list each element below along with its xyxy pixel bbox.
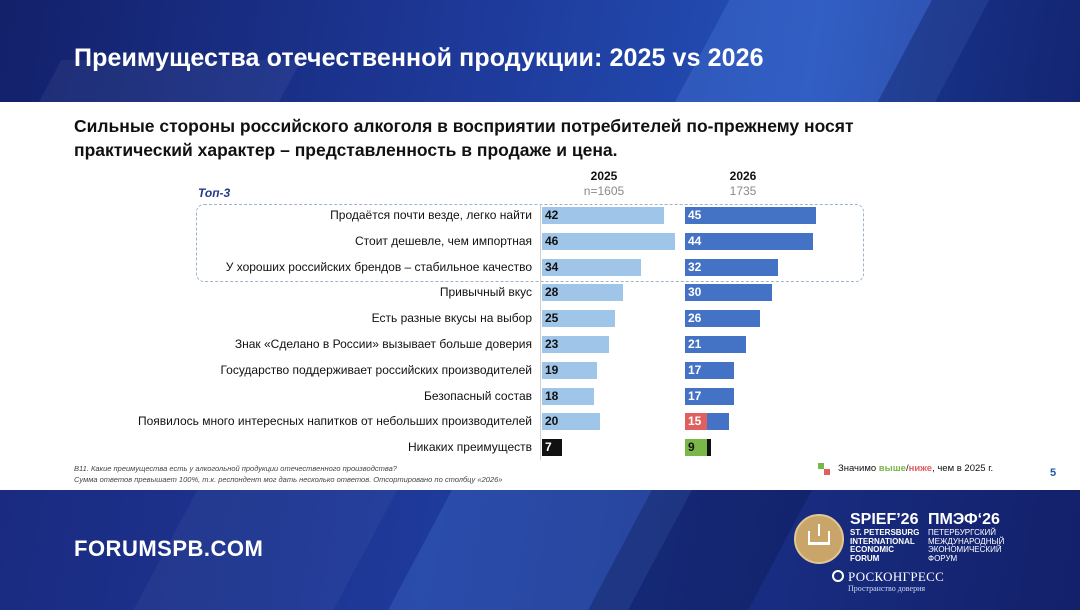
data-label: 20 <box>545 414 559 429</box>
footnote-question: B11. Какие преимущества есть у алкогольн… <box>74 464 397 473</box>
significance-legend: Значимо выше/ниже, чем в 2025 г. <box>838 463 993 474</box>
top3-highlight-box <box>196 204 864 282</box>
significance-marker <box>685 413 707 431</box>
footnote: B11. Какие преимущества есть у алкогольн… <box>74 463 502 485</box>
legend-sep: / <box>905 463 909 474</box>
bar-2026 <box>685 387 735 405</box>
slide-subtitle: Сильные стороны российского алкоголя в в… <box>74 116 854 160</box>
slide-title: Преимущества отечественной продукции: 20… <box>74 44 764 72</box>
bar-2025 <box>542 439 563 457</box>
bar-2025 <box>542 336 609 353</box>
chart-axis-line <box>540 204 541 460</box>
category-label: Появилось много интересных напитков от н… <box>137 414 532 429</box>
series-sample-size: 1735 <box>729 184 757 198</box>
spief-logo-subtitle: ST. PETERSBURG INTERNATIONAL ECONOMIC FO… <box>850 528 920 563</box>
ship-hull-icon <box>808 531 830 545</box>
bar-2026 <box>685 284 772 302</box>
bar-2025 <box>542 207 664 224</box>
bar-2026 <box>685 232 813 250</box>
data-label: 32 <box>688 259 702 274</box>
category-label: Привычный вкус <box>439 285 532 300</box>
roscongress-logo-title: РОСКОНГРЕСС <box>848 569 945 584</box>
page-number: 5 <box>1050 467 1057 479</box>
category-label: У хороших российских брендов – стабильно… <box>225 259 532 274</box>
data-label: 46 <box>545 233 559 248</box>
top3-label: Топ-3 <box>198 186 231 200</box>
bar-2025 <box>542 310 615 328</box>
data-label: 9 <box>688 440 695 455</box>
bar-2026 <box>685 258 778 276</box>
series-year-header: 2026 <box>729 169 757 183</box>
category-label: Безопасный состав <box>423 388 532 403</box>
data-label: 45 <box>688 208 702 222</box>
roscongress-icon <box>832 570 844 582</box>
significance-legend-icon <box>818 463 830 475</box>
legend-lower: ниже <box>908 463 933 474</box>
category-label: Никаких преимуществ <box>407 440 532 455</box>
category-label: Стоит дешевле, чем импортная <box>355 233 532 248</box>
bar-chart: Топ-3 2025 n=1605 2026 1735 Продаётся почти … <box>137 169 864 460</box>
data-label: 17 <box>688 362 702 377</box>
legend-higher: выше <box>878 463 906 474</box>
series-year-header: 2025 <box>590 169 618 183</box>
data-label: 44 <box>688 233 702 248</box>
data-label: 28 <box>545 285 559 300</box>
data-label: 30 <box>688 285 702 300</box>
data-label: 7 <box>545 440 552 455</box>
bar-2025 <box>542 387 595 405</box>
bar-2026 <box>685 207 816 224</box>
data-label: 19 <box>545 362 559 377</box>
bar-2025 <box>542 413 600 431</box>
bar-2025 <box>542 361 598 379</box>
pmef-logo-subtitle: ПЕТЕРБУРГСКИЙ МЕЖДУНАРОДНЫЙ ЭКОНОМИЧЕСКИ… <box>928 528 1005 563</box>
category-label: Государство поддерживает российских прои… <box>220 362 532 377</box>
bar-2026 <box>685 336 746 353</box>
bar-2025 <box>542 258 641 276</box>
data-label: 34 <box>545 259 559 274</box>
legend-prefix: Значимо <box>838 463 879 474</box>
data-label: 17 <box>688 388 702 403</box>
bar-2026 <box>685 310 761 328</box>
legend-suffix: , чем в 2025 г. <box>932 463 994 474</box>
data-label: 26 <box>688 311 702 326</box>
ship-mast-icon <box>818 524 820 536</box>
higher-swatch <box>818 463 824 469</box>
footnote-note: Сумма ответов превышает 100%, т.к. респо… <box>74 475 503 484</box>
series-sample-size: n=1605 <box>583 184 625 198</box>
spief-logo-title: SPIEF’26 <box>850 511 919 528</box>
pmef-logo-title: ПМЭФ‘26 <box>928 511 1000 528</box>
forum-site-link[interactable]: FORUMSPB.COM <box>74 536 264 561</box>
data-label: 21 <box>688 337 702 351</box>
lower-swatch <box>824 469 830 475</box>
category-label: Продаётся почти везде, легко найти <box>330 208 532 222</box>
data-label: 18 <box>545 388 559 403</box>
bar-2026 <box>685 361 735 379</box>
header-band: Преимущества отечественной продукции: 20… <box>0 0 1080 102</box>
data-label: 42 <box>545 208 559 222</box>
roscongress-logo-subtitle: Пространство доверия <box>848 584 926 593</box>
footer-band <box>0 490 1080 610</box>
data-label: 25 <box>545 311 559 326</box>
bar-2025 <box>542 232 676 250</box>
bar-2025 <box>542 284 624 302</box>
category-label: Знак «Сделано в России» вызывает больше … <box>234 337 532 351</box>
spief-emblem-icon <box>794 514 844 564</box>
significance-marker <box>685 439 707 457</box>
category-label: Есть разные вкусы на выбор <box>371 311 532 326</box>
data-label: 23 <box>545 337 559 351</box>
data-label: 15 <box>688 414 702 429</box>
